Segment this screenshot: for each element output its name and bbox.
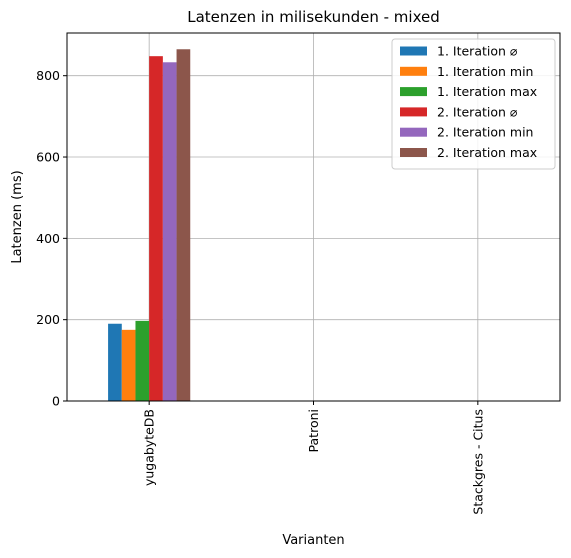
legend-swatch bbox=[400, 128, 427, 137]
y-tick-label: 800 bbox=[36, 68, 60, 83]
bar bbox=[135, 321, 149, 401]
bars bbox=[108, 49, 190, 401]
x-tick-label: yugabyteDB bbox=[142, 409, 157, 486]
y-tick-label: 200 bbox=[36, 312, 60, 327]
y-tick-label: 0 bbox=[52, 394, 60, 409]
legend-label: 1. Iteration ⌀ bbox=[437, 44, 517, 59]
x-tick-label: Stackgres - Citus bbox=[470, 409, 485, 515]
legend-swatch bbox=[400, 67, 427, 76]
bar bbox=[122, 330, 136, 401]
y-tick-label: 400 bbox=[36, 231, 60, 246]
legend-label: 1. Iteration min bbox=[437, 64, 533, 79]
legend-swatch bbox=[400, 47, 427, 56]
x-axis: yugabyteDB Patroni Stackgres - Citus bbox=[142, 401, 486, 515]
x-axis-label: Varianten bbox=[282, 533, 344, 548]
legend: 1. Iteration ⌀ 1. Iteration min 1. Iterati… bbox=[392, 39, 555, 169]
legend-label: 2. Iteration max bbox=[437, 145, 537, 160]
bar bbox=[163, 62, 177, 401]
legend-label: 2. Iteration min bbox=[437, 125, 533, 140]
x-tick-label: Patroni bbox=[306, 409, 321, 452]
bar bbox=[108, 324, 122, 401]
y-axis: 0 200 400 600 800 bbox=[36, 68, 67, 408]
legend-swatch bbox=[400, 107, 427, 116]
y-axis-label: Latenzen (ms) bbox=[10, 170, 25, 263]
legend-swatch bbox=[400, 87, 427, 96]
legend-swatch bbox=[400, 148, 427, 157]
bar bbox=[177, 49, 191, 401]
chart-title: Latenzen in milisekunden - mixed bbox=[187, 8, 440, 26]
y-tick-label: 600 bbox=[36, 150, 60, 165]
legend-label: 2. Iteration ⌀ bbox=[437, 104, 517, 119]
legend-label: 1. Iteration max bbox=[437, 84, 537, 99]
bar bbox=[149, 56, 163, 401]
